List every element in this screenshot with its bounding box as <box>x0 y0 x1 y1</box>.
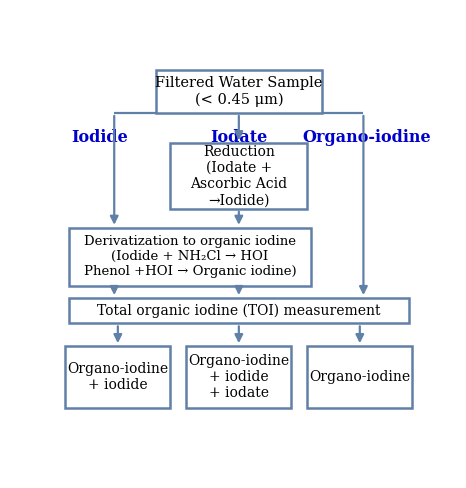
FancyBboxPatch shape <box>170 143 308 209</box>
FancyBboxPatch shape <box>186 346 291 408</box>
Text: Organo-iodine: Organo-iodine <box>303 129 432 146</box>
Text: Organo-iodine
+ iodide
+ iodate: Organo-iodine + iodide + iodate <box>188 354 289 400</box>
Text: Organo-iodine: Organo-iodine <box>309 370 411 384</box>
Text: Organo-iodine
+ iodide: Organo-iodine + iodide <box>67 362 168 392</box>
FancyBboxPatch shape <box>65 346 170 408</box>
Text: Filtered Water Sample
(< 0.45 μm): Filtered Water Sample (< 0.45 μm) <box>155 76 322 107</box>
Text: Derivatization to organic iodine
(Iodide + NH₂Cl → HOI
Phenol +HOI → Organic iod: Derivatization to organic iodine (Iodide… <box>84 235 296 278</box>
Text: Total organic iodine (TOI) measurement: Total organic iodine (TOI) measurement <box>97 304 381 318</box>
FancyBboxPatch shape <box>69 298 409 324</box>
FancyBboxPatch shape <box>308 346 412 408</box>
FancyBboxPatch shape <box>156 70 322 113</box>
Text: Iodide: Iodide <box>71 129 128 146</box>
FancyBboxPatch shape <box>69 227 311 286</box>
Text: Iodate: Iodate <box>210 129 267 146</box>
Text: Reduction
(Iodate +
Ascorbic Acid
→Iodide): Reduction (Iodate + Ascorbic Acid →Iodid… <box>190 144 288 207</box>
